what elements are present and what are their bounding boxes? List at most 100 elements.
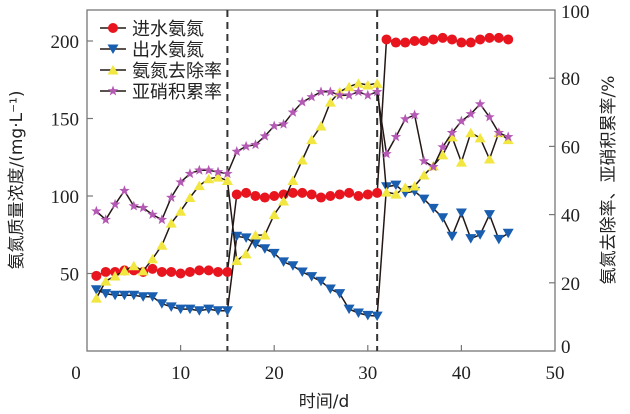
data-point (334, 289, 346, 299)
y-right-axis-ticks: 0 20 40 60 80 100 (549, 2, 590, 358)
legend-marker (108, 23, 118, 33)
data-point (203, 304, 215, 315)
data-point (250, 139, 261, 150)
data-point (119, 185, 130, 196)
series-1 (91, 32, 514, 281)
data-point (212, 166, 224, 177)
data-point (203, 173, 215, 184)
data-point (184, 304, 196, 315)
data-point (409, 36, 420, 46)
data-point (493, 127, 505, 138)
data-point (437, 213, 449, 223)
data-point (296, 267, 308, 277)
legend-label: 出水氨氮 (132, 40, 204, 61)
data-point (91, 205, 102, 216)
y-right-axis-title: 氨氮去除率、亚硝积累率/% (599, 76, 619, 285)
legend-label: 亚硝积累率 (132, 82, 222, 103)
data-point (175, 176, 186, 187)
data-point (259, 230, 271, 240)
data-point (137, 202, 149, 213)
data-point (418, 36, 429, 46)
data-point (269, 191, 280, 201)
data-point (184, 192, 196, 203)
legend-marker (107, 85, 119, 96)
y-right-tick-label: 20 (561, 274, 580, 295)
data-point (147, 253, 159, 264)
data-point (156, 266, 167, 277)
legend-label: 氨氮去除率 (132, 61, 222, 82)
data-point (372, 187, 383, 198)
data-point (221, 306, 233, 316)
data-point (128, 200, 140, 211)
data-point (381, 148, 392, 159)
data-point (240, 248, 252, 259)
data-point (166, 192, 177, 202)
y-right-tick-label: 80 (561, 69, 580, 90)
series-4 (91, 86, 514, 225)
data-point (137, 265, 149, 276)
x-tick-label: 20 (265, 363, 284, 384)
data-point (428, 161, 439, 172)
data-point (418, 170, 430, 180)
data-point (362, 189, 373, 200)
data-point (259, 244, 271, 254)
data-point (259, 130, 271, 141)
data-point (90, 293, 102, 303)
y-left-tick-label: 200 (51, 32, 80, 53)
data-point (278, 195, 290, 206)
data-point (455, 157, 467, 167)
data-point (437, 149, 449, 160)
data-point (400, 113, 411, 124)
data-point (474, 230, 486, 240)
data-point (109, 290, 121, 301)
data-point (147, 263, 158, 274)
data-point (287, 106, 299, 117)
data-point (194, 265, 205, 276)
data-point (240, 233, 252, 243)
data-point (184, 266, 195, 277)
data-point (90, 285, 102, 295)
data-point (287, 175, 299, 185)
data-point (175, 268, 186, 279)
data-point (100, 276, 112, 286)
data-point (446, 127, 458, 138)
data-point (250, 191, 261, 201)
legend-label: 进水氨氮 (132, 19, 204, 40)
y-left-tick-label: 100 (51, 187, 80, 208)
data-point (175, 206, 187, 216)
data-point (194, 164, 205, 175)
data-point (175, 304, 187, 315)
data-point (156, 299, 168, 309)
data-point (428, 34, 439, 45)
legend-marker (107, 65, 119, 75)
data-point (474, 98, 486, 109)
data-point (325, 191, 336, 201)
plot-frame (86, 9, 556, 352)
data-point (400, 37, 411, 48)
data-point (118, 290, 130, 301)
data-point (418, 155, 430, 166)
data-point (296, 155, 308, 165)
data-point (259, 192, 270, 203)
data-point (343, 304, 355, 315)
data-point (268, 209, 280, 220)
data-point (128, 290, 140, 301)
data-point (399, 182, 411, 192)
data-point (381, 34, 392, 45)
phase-dividers (226, 10, 379, 351)
data-point (222, 168, 233, 179)
data-point (465, 37, 476, 48)
data-point (352, 308, 364, 319)
data-point (213, 266, 224, 277)
data-point (455, 208, 467, 219)
data-point (166, 266, 177, 277)
data-point (287, 261, 299, 271)
y-left-tick-label: 50 (60, 265, 79, 286)
y-left-axis-ticks: 50 100 150 200 (51, 32, 93, 286)
data-point (390, 180, 402, 191)
data-point (165, 302, 177, 312)
data-point (184, 168, 196, 179)
x-axis-title: 时间/d (299, 392, 350, 412)
data-point (297, 187, 308, 198)
